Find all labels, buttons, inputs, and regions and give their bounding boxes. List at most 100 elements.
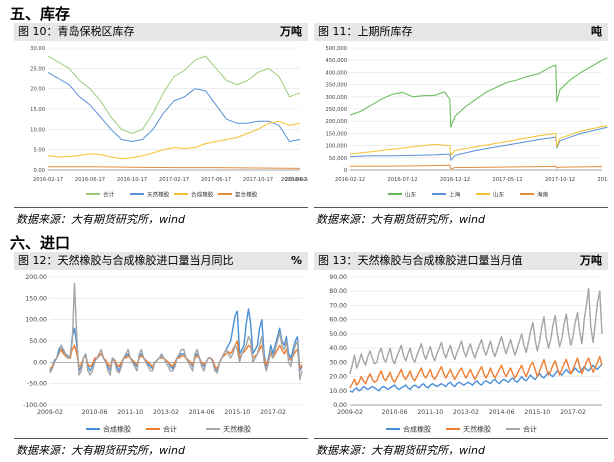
chart-source: 数据来源：大有期货研究所，wind (16, 444, 186, 457)
y-tick-label: 100,000 (326, 144, 347, 150)
legend-label: 山东 (493, 191, 505, 199)
y-tick-label: 10.00 (30, 127, 45, 133)
x-tick-label: 2018-06-17 (281, 177, 308, 183)
x-tick-label: 2016-02-17 (33, 177, 63, 183)
x-tick-label: 2018-02-17 (285, 177, 308, 183)
y-tick-label: 300,000 (326, 95, 347, 101)
y-tick-label: 450,000 (326, 58, 347, 64)
y-tick-label: 40.00 (329, 345, 347, 352)
chart-qingdao-inventory: 0.00 5.00 10.00 15.00 20.00 25.00 30.00 2016-02… (30, 46, 308, 199)
y-tick-label: 250,000 (326, 107, 347, 113)
y-tick-label: 10.00 (329, 388, 347, 395)
y-tick-label: 80.00 (329, 288, 347, 295)
series-line (47, 120, 301, 160)
legend-label: 复合橡胶 (235, 191, 258, 199)
chart-header-import-monthly: 图 13：天然橡胶与合成橡胶进口量当月值 万吨 (314, 252, 608, 270)
y-tick-label: 15.00 (30, 107, 45, 113)
y-tick-label: -100.00 (23, 402, 47, 409)
series-line (48, 166, 301, 169)
y-tick-label: 50.00 (29, 338, 47, 345)
x-tick-label: 2017-02-17 (159, 177, 189, 183)
series-line (349, 355, 603, 389)
x-tick-label: 2016-12-12 (440, 177, 470, 183)
section-title-inventory: 五、库存 (10, 5, 71, 23)
y-tick-label: 400,000 (326, 70, 347, 76)
y-tick-label: 200.00 (25, 274, 47, 281)
chart-unit: % (290, 254, 302, 267)
x-tick-label: 2014-06 (489, 409, 515, 416)
x-tick-label: 2017-06-17 (201, 177, 231, 183)
y-tick-label: 150,000 (326, 131, 347, 137)
x-tick-label: 2010-06 (82, 409, 108, 416)
x-tick-label: 2009-02 (337, 409, 363, 416)
panel-divider (314, 438, 608, 439)
chart-shfe-inventory: 0 50,000 100,000 150,000 200,000 250,000 300,0… (326, 46, 608, 199)
y-tick-label: 20.00 (329, 374, 347, 381)
y-tick-label: 200,000 (326, 119, 347, 125)
legend-label: 合计 (163, 425, 177, 434)
legend-label: 合成橡胶 (103, 425, 131, 434)
series-line (349, 57, 608, 128)
chart-header-import-yoy: 图 12：天然橡胶与合成橡胶进口量当月同比 % (14, 252, 308, 270)
legend-label: 天然橡胶 (463, 425, 491, 434)
x-tick-label: 2017-10-17 (243, 177, 273, 183)
series-line (49, 282, 303, 381)
series-line (349, 125, 608, 156)
chart-import-monthly: 0.00 10.00 20.00 30.00 40.00 50.00 60.00 70.00 8… (329, 274, 603, 434)
legend-label: 天然橡胶 (147, 191, 170, 199)
y-tick-label: 150.00 (25, 295, 47, 302)
x-tick-label: 2013-02 (153, 409, 179, 416)
x-tick-label: 2016-07-12 (387, 177, 417, 183)
legend-label: 合计 (523, 425, 537, 434)
x-tick-label: 2011-10 (117, 409, 143, 416)
y-tick-label: 0 (344, 168, 347, 174)
section-title-import: 六、进口 (10, 234, 71, 252)
y-tick-label: 90.00 (329, 274, 347, 281)
y-tick-label: 100.00 (25, 317, 47, 324)
x-tick-label: 2017-02 (560, 409, 586, 416)
x-tick-label: 2011-10 (417, 409, 443, 416)
x-tick-label: 2017-05-12 (492, 177, 522, 183)
series-line (47, 55, 301, 134)
panel-divider (14, 438, 308, 439)
y-tick-label: 500,000 (326, 46, 347, 52)
x-tick-label: 2013-02 (453, 409, 479, 416)
x-tick-label: 2009-02 (37, 409, 63, 416)
y-tick-label: -50.00 (27, 381, 47, 388)
x-tick-label: 2016-06-17 (75, 177, 105, 183)
chart-title: 图 13：天然橡胶与合成橡胶进口量当月值 (318, 254, 523, 267)
x-tick-label: 2015-10 (224, 409, 250, 416)
y-tick-label: 5.00 (33, 148, 45, 154)
x-tick-label: 2016-10-17 (117, 177, 147, 183)
x-tick-label: 2010-06 (382, 409, 408, 416)
x-tick-label: 2018-03-12 (597, 177, 608, 183)
x-tick-label: 2015-10 (524, 409, 550, 416)
y-tick-label: 0.00 (33, 168, 45, 174)
y-tick-label: 70.00 (329, 302, 347, 309)
chart-source: 数据来源：大有期货研究所，wind (316, 213, 486, 226)
y-tick-label: 30.00 (30, 46, 45, 52)
y-tick-label: 30.00 (329, 359, 347, 366)
x-tick-label: 2014-06 (189, 409, 215, 416)
chart-title: 图 10：青岛保税区库存 (18, 25, 135, 38)
series-line (349, 287, 603, 374)
chart-unit: 吨 (591, 25, 602, 38)
chart-unit: 万吨 (280, 25, 302, 38)
x-tick-label: 2017-10-12 (545, 177, 575, 183)
legend-label: 山东 (405, 191, 417, 199)
x-tick-label: 2017-02 (260, 409, 286, 416)
x-tick-label: 2016-02-12 (335, 177, 365, 183)
chart-title: 图 12：天然橡胶与合成橡胶进口量当月同比 (18, 254, 234, 267)
y-tick-label: 50.00 (329, 331, 347, 338)
series-line (47, 71, 301, 142)
y-tick-label: 350,000 (326, 83, 347, 89)
y-tick-label: 0.00 (333, 402, 347, 409)
chart-import-yoy: -100.00 -50.00 0.00 50.00 100.00 150.00 200.00… (23, 274, 303, 434)
legend-label: 合成橡胶 (191, 191, 214, 199)
chart-header-shfe-inventory: 图 11：上期所库存 吨 (314, 23, 608, 41)
y-tick-label: 60.00 (329, 317, 347, 324)
chart-source: 数据来源：大有期货研究所，wind (16, 213, 186, 226)
legend-label: 天然橡胶 (223, 425, 251, 434)
panel-divider (314, 207, 608, 208)
y-tick-label: 25.00 (30, 66, 45, 72)
